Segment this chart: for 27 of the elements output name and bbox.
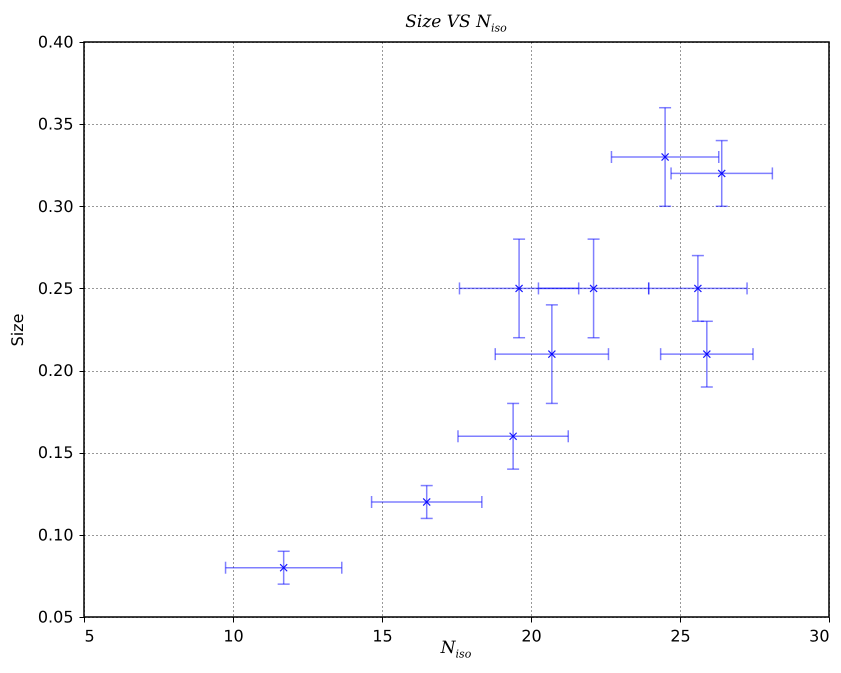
- chart-title: Size VS N$_{iso}$: [405, 12, 507, 34]
- point: [718, 169, 726, 178]
- x-tick-label: 30: [809, 626, 830, 646]
- y-tick-label: 0.30: [38, 196, 74, 216]
- point: [280, 564, 288, 572]
- y-tick-label: 0.15: [38, 443, 74, 462]
- x-tick-label: 5: [84, 626, 95, 646]
- x-axis-title: N$_{iso}$: [440, 638, 472, 660]
- point: [508, 432, 518, 440]
- point: [702, 350, 711, 358]
- y-tick-label: 0.10: [38, 525, 74, 544]
- point: [548, 350, 556, 358]
- x-tick-label: 25: [670, 626, 691, 646]
- point: [422, 498, 431, 506]
- y-tick-label: 0.40: [38, 32, 74, 52]
- point: [589, 284, 598, 293]
- point: [660, 152, 670, 162]
- x-tick-label: 10: [223, 626, 244, 646]
- x-tick-label: 20: [521, 626, 542, 646]
- point: [694, 284, 702, 293]
- y-tick-label: 0.20: [38, 361, 74, 380]
- y-axis-title: Size: [8, 314, 27, 346]
- y-tick-label: 0.25: [38, 278, 74, 298]
- point: [514, 284, 524, 293]
- y-tick-label: 0.35: [38, 114, 74, 134]
- y-tick-label: 0.05: [38, 608, 74, 626]
- x-tick-label: 15: [372, 626, 393, 646]
